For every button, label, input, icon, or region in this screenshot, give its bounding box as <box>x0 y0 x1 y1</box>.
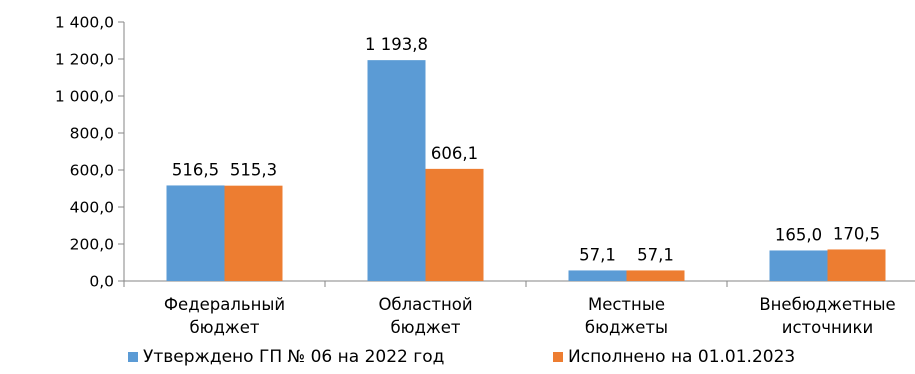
data-label: 165,0 <box>775 225 822 244</box>
category-label: источники <box>782 318 873 337</box>
data-label: 515,3 <box>230 161 277 180</box>
data-label: 170,5 <box>833 224 880 243</box>
data-label: 1 193,8 <box>365 35 428 54</box>
y-tick-label: 1 200,0 <box>55 51 114 69</box>
bar-executed <box>626 270 685 281</box>
category-label: Областной <box>378 295 472 314</box>
legend-swatch <box>128 352 138 362</box>
data-label: 516,5 <box>172 160 219 179</box>
legend-swatch <box>553 352 563 362</box>
category-label: бюджет <box>189 318 259 337</box>
legend-label: Утверждено ГП № 06 на 2022 год <box>143 347 444 367</box>
y-tick-label: 0,0 <box>89 273 114 291</box>
data-label: 606,1 <box>431 144 478 163</box>
y-tick-label: 1 400,0 <box>55 14 114 32</box>
y-tick-label: 600,0 <box>70 162 114 180</box>
y-tick-label: 1 000,0 <box>55 88 114 106</box>
category-label: Местные <box>588 295 665 314</box>
bar-approved <box>367 60 426 281</box>
category-label: Внебюджетные <box>759 295 895 314</box>
bar-executed <box>224 185 283 281</box>
legend-label: Исполнено на 01.01.2023 <box>568 347 795 367</box>
bar-approved <box>166 185 225 281</box>
bar-approved <box>769 250 828 281</box>
category-label: бюджеты <box>585 318 668 337</box>
category-label: бюджет <box>390 318 460 337</box>
category-label: Федеральный <box>164 295 285 314</box>
data-label: 57,1 <box>637 245 674 264</box>
data-label: 57,1 <box>579 245 616 264</box>
bar-executed <box>827 249 886 281</box>
y-tick-label: 200,0 <box>70 236 114 254</box>
y-tick-label: 400,0 <box>70 199 114 217</box>
bar-executed <box>425 168 484 281</box>
y-tick-label: 800,0 <box>70 125 114 143</box>
bar-approved <box>568 270 627 281</box>
